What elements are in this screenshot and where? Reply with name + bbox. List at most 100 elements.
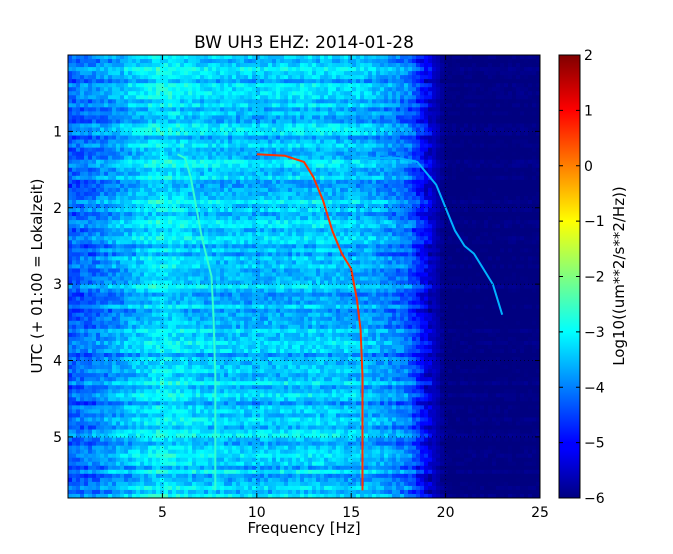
heatmap-cell xyxy=(144,67,149,72)
heatmap-cell xyxy=(484,87,489,92)
heatmap-cell xyxy=(92,191,97,197)
heatmap-cell xyxy=(468,67,473,72)
heatmap-cell xyxy=(212,175,217,181)
heatmap-cell xyxy=(160,87,165,92)
heatmap-cell xyxy=(104,99,109,104)
heatmap-cell xyxy=(136,216,141,221)
heatmap-cell xyxy=(464,131,469,137)
heatmap-cell xyxy=(492,115,497,121)
heatmap-cell xyxy=(152,155,157,161)
heatmap-cell xyxy=(128,143,133,149)
heatmap-cell xyxy=(504,167,509,173)
heatmap-cell xyxy=(216,135,221,141)
heatmap-cell xyxy=(284,183,289,189)
heatmap-cell xyxy=(332,75,337,80)
heatmap-cell xyxy=(512,55,517,60)
heatmap-cell xyxy=(420,123,425,129)
heatmap-cell xyxy=(92,151,97,157)
heatmap-cell xyxy=(268,131,273,137)
heatmap-cell xyxy=(236,59,241,64)
heatmap-cell xyxy=(92,159,97,165)
heatmap-cell xyxy=(176,167,181,173)
heatmap-cell xyxy=(144,147,149,153)
heatmap-cell xyxy=(504,191,509,197)
heatmap-cell xyxy=(440,75,445,80)
heatmap-cell xyxy=(192,135,197,141)
heatmap-cell xyxy=(320,167,325,173)
heatmap-cell xyxy=(128,163,133,169)
heatmap-cell xyxy=(256,83,261,88)
heatmap-cell xyxy=(468,187,473,193)
heatmap-cell xyxy=(116,127,121,133)
heatmap-cell xyxy=(152,151,157,157)
heatmap-cell xyxy=(80,179,85,185)
heatmap-cell xyxy=(292,191,297,197)
heatmap-cell xyxy=(204,131,209,137)
heatmap-cell xyxy=(124,103,129,108)
heatmap-cell xyxy=(480,75,485,80)
heatmap-cell xyxy=(356,143,361,149)
heatmap-cell xyxy=(320,59,325,64)
heatmap-cell xyxy=(96,63,101,68)
heatmap-cell xyxy=(416,204,421,209)
heatmap-cell xyxy=(236,75,241,80)
heatmap-cell xyxy=(436,167,441,173)
heatmap-cell xyxy=(504,204,509,209)
heatmap-cell xyxy=(508,175,513,181)
heatmap-cell xyxy=(72,87,77,92)
heatmap-cell xyxy=(408,55,413,60)
heatmap-cell xyxy=(204,91,209,96)
heatmap-cell xyxy=(516,143,521,149)
heatmap-cell xyxy=(520,59,525,64)
heatmap-cell xyxy=(200,107,205,112)
heatmap-cell xyxy=(500,67,505,72)
heatmap-cell xyxy=(500,143,505,149)
heatmap-cell xyxy=(464,183,469,189)
heatmap-cell xyxy=(68,123,73,129)
heatmap-cell xyxy=(428,171,433,177)
heatmap-cell xyxy=(384,115,389,121)
heatmap-cell xyxy=(372,220,377,225)
heatmap-cell xyxy=(232,67,237,72)
heatmap-cell xyxy=(332,55,337,60)
heatmap-cell xyxy=(460,111,465,117)
heatmap-cell xyxy=(328,155,333,161)
heatmap-cell xyxy=(472,75,477,80)
heatmap-cell xyxy=(516,175,521,181)
heatmap-cell xyxy=(180,163,185,169)
heatmap-cell xyxy=(536,123,540,129)
heatmap-cell xyxy=(196,111,201,117)
heatmap-cell xyxy=(136,79,141,84)
heatmap-cell xyxy=(84,191,89,197)
heatmap-cell xyxy=(128,175,133,181)
heatmap-cell xyxy=(172,91,177,96)
heatmap-cell xyxy=(336,79,341,84)
heatmap-cell xyxy=(344,63,349,68)
heatmap-cell xyxy=(328,75,333,80)
heatmap-cell xyxy=(436,204,441,209)
heatmap-cell xyxy=(376,212,381,217)
heatmap-cell xyxy=(408,111,413,117)
heatmap-cell xyxy=(528,171,533,177)
heatmap-cell xyxy=(384,167,389,173)
heatmap-cell xyxy=(492,95,497,100)
heatmap-cell xyxy=(96,208,101,213)
heatmap-cell xyxy=(428,147,433,153)
heatmap-cell xyxy=(120,107,125,112)
heatmap-cell xyxy=(312,83,317,88)
heatmap-cell xyxy=(472,127,477,133)
heatmap-cell xyxy=(432,95,437,100)
heatmap-cell xyxy=(440,67,445,72)
heatmap-cell xyxy=(448,147,453,153)
heatmap-cell xyxy=(380,111,385,117)
heatmap-cell xyxy=(500,135,505,141)
heatmap-cell xyxy=(276,107,281,112)
heatmap-cell xyxy=(416,67,421,72)
heatmap-cell xyxy=(144,79,149,84)
heatmap-cell xyxy=(248,171,253,177)
heatmap-cell xyxy=(180,111,185,117)
heatmap-cell xyxy=(200,163,205,169)
heatmap-cell xyxy=(192,139,197,145)
heatmap-cell xyxy=(432,91,437,96)
heatmap-cell xyxy=(244,175,249,181)
